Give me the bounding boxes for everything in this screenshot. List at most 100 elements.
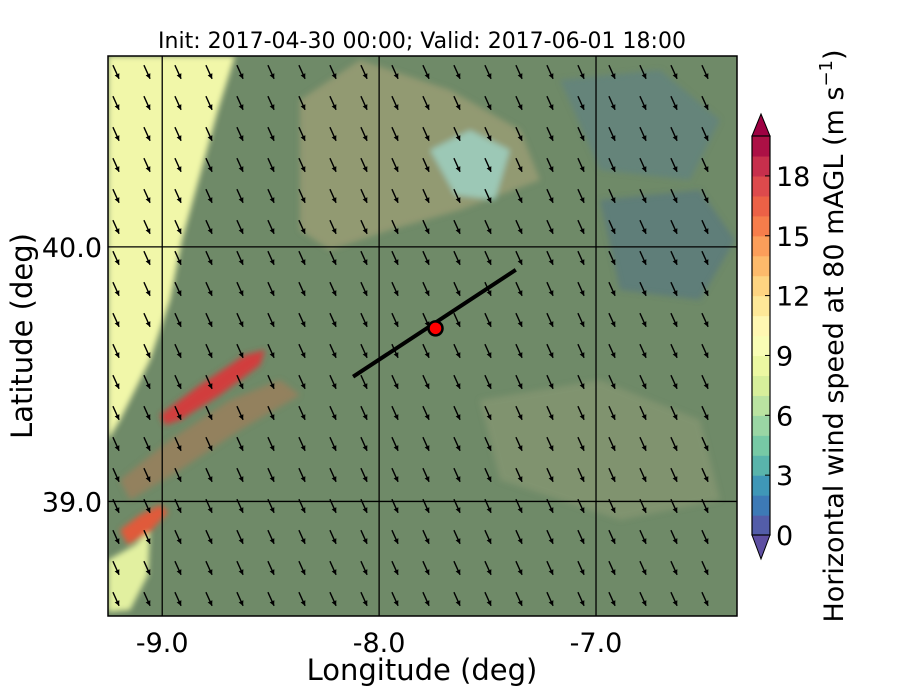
colorbar-level (752, 515, 770, 536)
wind-arrow (236, 188, 244, 204)
wind-arrow-head (269, 352, 275, 358)
wind-arrow (329, 529, 337, 545)
wind-arrow-head (176, 197, 182, 203)
wind-arrow-head (145, 383, 151, 389)
wind-arrow-head (145, 321, 151, 327)
wind-arrow (608, 560, 616, 576)
x-tick-label: -9.0 (136, 628, 189, 659)
wind-arrow-head (300, 445, 306, 451)
high-speed-zone-southwest (108, 530, 150, 612)
wind-arrow-head (331, 600, 337, 606)
wind-arrow (205, 467, 213, 483)
wind-arrow (391, 405, 399, 421)
wind-arrow-head (331, 569, 337, 575)
wind-arrow-head (393, 228, 399, 234)
wind-arrow-head (455, 104, 461, 110)
wind-arrow (484, 343, 492, 359)
wind-arrow (701, 95, 709, 111)
wind-arrow (670, 467, 678, 483)
wind-arrow (515, 405, 523, 421)
wind-arrow-head (579, 228, 585, 234)
wind-arrow (515, 312, 523, 328)
wind-arrow-head (362, 166, 368, 172)
wind-arrow-head (424, 135, 430, 141)
wind-arrow (298, 219, 306, 235)
wind-arrow (112, 591, 120, 607)
wind-arrow (360, 374, 368, 390)
wind-arrow (453, 436, 461, 452)
wind-arrow-head (114, 569, 120, 575)
colorbar-tick-label: 6 (776, 401, 793, 432)
colorbar-level (752, 475, 770, 496)
wind-arrow (453, 374, 461, 390)
colorbar-tick-label: 15 (776, 222, 810, 253)
high-speed-zone-west (108, 56, 235, 440)
wind-arrow (267, 157, 275, 173)
wind-arrow (298, 188, 306, 204)
wind-arrow (701, 529, 709, 545)
wind-arrow (236, 157, 244, 173)
wind-arrow-head (610, 569, 616, 575)
wind-arrow (484, 188, 492, 204)
wind-arrow-head (238, 445, 244, 451)
wind-arrow-head (300, 259, 306, 265)
wind-arrow (391, 281, 399, 297)
wind-arrow (267, 64, 275, 80)
wind-arrow (546, 250, 554, 266)
wind-arrow-head (362, 352, 368, 358)
wind-arrow-head (362, 538, 368, 544)
wind-arrow-head (641, 197, 647, 203)
wind-arrow-head (610, 228, 616, 234)
wind-arrow (515, 126, 523, 142)
wind-arrow-head (300, 352, 306, 358)
wind-arrow (515, 436, 523, 452)
colorbar-frame (751, 135, 771, 536)
wind-arrow (112, 250, 120, 266)
wind-arrow-head (362, 321, 368, 327)
wind-arrow-head (517, 166, 523, 172)
wind-arrow-head (641, 290, 647, 296)
wind-arrow-head (238, 600, 244, 606)
wind-arrow-head (641, 476, 647, 482)
wind-arrow-head (548, 228, 554, 234)
colorbar-level (752, 195, 770, 217)
wind-arrow-head (424, 73, 430, 79)
colorbar (751, 112, 771, 561)
wind-arrow-head (548, 383, 554, 389)
wind-arrow (112, 64, 120, 80)
wind-arrow-head (114, 414, 120, 420)
wind-arrow-head (424, 445, 430, 451)
wind-arrow (453, 405, 461, 421)
wind-arrow (174, 250, 182, 266)
wind-arrow (484, 560, 492, 576)
wind-arrow (577, 591, 585, 607)
wind-arrow-head (548, 166, 554, 172)
wind-arrow (484, 312, 492, 328)
wind-arrow-head (641, 166, 647, 172)
wind-arrow-head (517, 507, 523, 513)
wind-arrow (360, 312, 368, 328)
wind-arrow (143, 219, 151, 235)
wind-arrow-head (145, 259, 151, 265)
colorbar-level (752, 375, 770, 396)
wind-arrow (360, 188, 368, 204)
wind-arrow (546, 405, 554, 421)
wind-arrow-head (486, 259, 492, 265)
wind-arrow (329, 219, 337, 235)
wind-arrow (515, 343, 523, 359)
wind-arrow-head (641, 383, 647, 389)
wind-arrow-head (672, 352, 678, 358)
wind-arrow (205, 219, 213, 235)
wind-arrow (360, 467, 368, 483)
wind-arrow (174, 64, 182, 80)
wind-arrow (484, 405, 492, 421)
wind-arrow-head (455, 476, 461, 482)
wind-arrow-head (269, 104, 275, 110)
wind-arrow (236, 560, 244, 576)
wind-arrow-head (486, 445, 492, 451)
wind-arrow-head (641, 135, 647, 141)
wind-arrow (236, 219, 244, 235)
wind-arrow (639, 126, 647, 142)
wind-arrow (143, 343, 151, 359)
wind-arrow-head (176, 414, 182, 420)
